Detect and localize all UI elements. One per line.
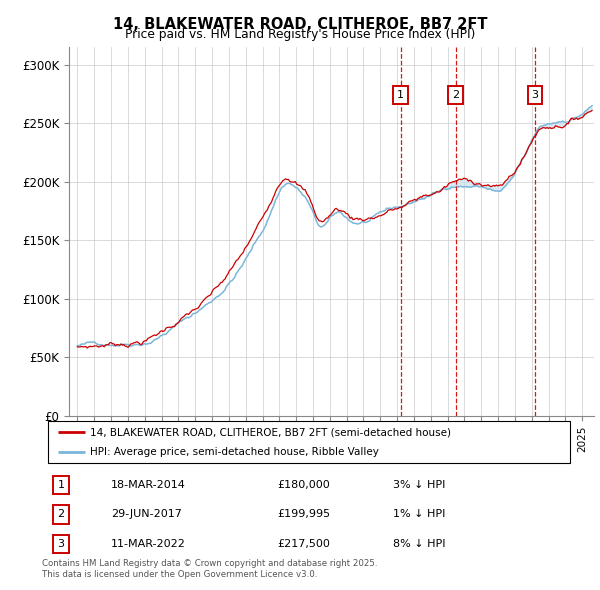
Text: £199,995: £199,995 xyxy=(278,509,331,519)
Text: 3: 3 xyxy=(58,539,65,549)
Text: 2: 2 xyxy=(58,509,65,519)
Text: HPI: Average price, semi-detached house, Ribble Valley: HPI: Average price, semi-detached house,… xyxy=(90,447,379,457)
Text: 2: 2 xyxy=(452,90,460,100)
Text: 11-MAR-2022: 11-MAR-2022 xyxy=(110,539,185,549)
Text: £180,000: £180,000 xyxy=(278,480,331,490)
Text: 1: 1 xyxy=(58,480,65,490)
Text: 14, BLAKEWATER ROAD, CLITHEROE, BB7 2FT (semi-detached house): 14, BLAKEWATER ROAD, CLITHEROE, BB7 2FT … xyxy=(90,427,451,437)
Text: 1: 1 xyxy=(397,90,404,100)
Text: 14, BLAKEWATER ROAD, CLITHEROE, BB7 2FT: 14, BLAKEWATER ROAD, CLITHEROE, BB7 2FT xyxy=(113,17,487,31)
Text: Contains HM Land Registry data © Crown copyright and database right 2025.
This d: Contains HM Land Registry data © Crown c… xyxy=(42,559,377,579)
Text: 3: 3 xyxy=(532,90,538,100)
Text: 1% ↓ HPI: 1% ↓ HPI xyxy=(392,509,445,519)
Text: 29-JUN-2017: 29-JUN-2017 xyxy=(110,509,182,519)
Text: 18-MAR-2014: 18-MAR-2014 xyxy=(110,480,185,490)
Text: 8% ↓ HPI: 8% ↓ HPI xyxy=(392,539,445,549)
Text: £217,500: £217,500 xyxy=(278,539,331,549)
Text: Price paid vs. HM Land Registry's House Price Index (HPI): Price paid vs. HM Land Registry's House … xyxy=(125,28,475,41)
Text: 3% ↓ HPI: 3% ↓ HPI xyxy=(392,480,445,490)
